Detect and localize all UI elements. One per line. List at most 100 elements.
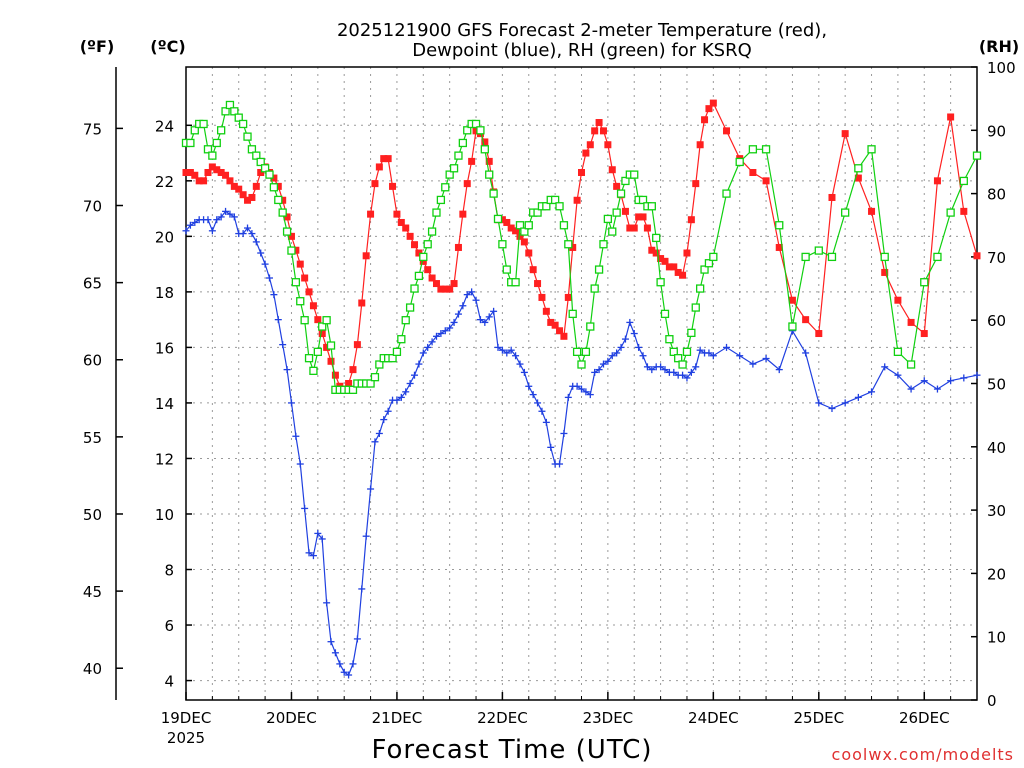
rh-point [906,360,916,369]
rh-point [203,145,213,154]
dewpoint-point [578,385,585,393]
series-rh [181,100,982,394]
temperature-point [516,232,524,240]
rh-point [401,316,410,325]
rh-point [265,170,274,179]
rh-tick-label: 90 [987,122,1006,140]
rh-point [304,354,314,363]
dewpoint-point [340,668,348,676]
temperature-point [604,141,612,149]
x-tick-label: 23DEC [583,709,634,727]
dewpoint-point [709,352,717,360]
dewpoint-point [582,388,590,396]
dewpoint-point [626,318,634,326]
rh-point [946,208,955,217]
temperature-point [367,210,375,218]
celsius-tick-label: 22 [155,173,174,191]
rh-point [880,252,889,262]
temperature-point [437,285,445,293]
series-dewpoint [182,207,981,679]
rh-point [366,379,375,388]
dewpoint-point [279,341,287,349]
dewpoint-point [920,377,928,385]
dewpoint-point [881,363,889,371]
temperature-point [679,271,687,279]
temperature-point [415,249,423,257]
temperature-point [375,163,383,171]
dewpoint-point [358,585,366,593]
fahrenheit-tick-label: 70 [83,198,102,216]
dewpoint-point [687,368,695,376]
dewpoint-point [261,260,269,268]
dewpoint-point [564,393,572,401]
rh-point [432,208,441,217]
dewpoint-point [657,363,665,371]
rh-point [520,227,529,236]
dewpoint-point [217,213,225,221]
temperature-point [301,274,309,282]
rh-point [678,360,687,369]
x-tick-label: 19DEC [161,709,212,727]
rh-point [515,221,525,230]
rh-point [190,126,199,135]
dewpoint-point [252,238,260,246]
dewpoint-point [815,399,823,407]
rh-point [687,328,696,338]
dewpoint-point [630,330,638,338]
rh-point [230,107,239,116]
x-year-label: 2025 [167,729,205,747]
temperature-point [349,366,357,374]
rh-point [370,373,380,382]
temperature-point [687,216,695,224]
rh-tick-label: 100 [987,59,1016,77]
rh-point [674,354,683,363]
dewpoint-point [367,485,375,493]
dewpoint-point [560,429,568,437]
dewpoint-point [362,532,370,540]
temperature-point [529,266,537,274]
axes: 40 45 50 55 60 65 70 75 4 6 8 10 12 14 16 18 20 22 24 0 10 20… [83,59,1016,727]
temperature-point [292,246,300,254]
rh-point [388,354,397,363]
rh-point [603,214,613,224]
celsius-tick-label: 14 [155,395,174,413]
temperature-point [244,196,252,204]
temperature-point [217,169,225,176]
temperature-point [239,191,247,199]
dewpoint-point [481,318,489,326]
dewpoint-point [353,635,361,643]
unit-label-rh: (RH) [979,37,1019,56]
dewpoint-point [960,374,968,382]
dewpoint-point [283,366,291,374]
temperature-point [200,177,208,185]
dewpoint-point [331,649,339,657]
rh-point [348,385,358,394]
dewpoint-point [512,352,520,360]
dewpoint-point [415,360,423,368]
dewpoint-point [323,599,331,607]
fahrenheit-tick-label: 50 [83,506,102,524]
temperature-point [362,252,370,260]
rh-point [801,252,810,262]
temperature-point [881,268,889,276]
dewpoint-point [441,327,449,335]
rh-tick-label: 70 [987,249,1006,267]
dewpoint-point [736,352,744,360]
celsius-tick-label: 18 [155,284,174,302]
dewpoint-point [336,660,344,668]
rh-point [933,252,942,262]
rh-point [471,119,481,129]
temperature-point [380,155,388,163]
temperature-point [696,141,704,149]
dewpoint-point [257,249,265,257]
dewpoint-point [182,227,190,235]
temperature-point [639,213,647,221]
x-tick-label: 22DEC [477,709,528,727]
dewpoint-point [617,343,625,351]
temperature-point [503,218,511,226]
temperature-point [331,371,339,379]
rh-point [841,208,850,217]
dewpoint-point [454,310,462,318]
dewpoint-point [591,368,599,376]
dewpoint-point [933,385,941,393]
